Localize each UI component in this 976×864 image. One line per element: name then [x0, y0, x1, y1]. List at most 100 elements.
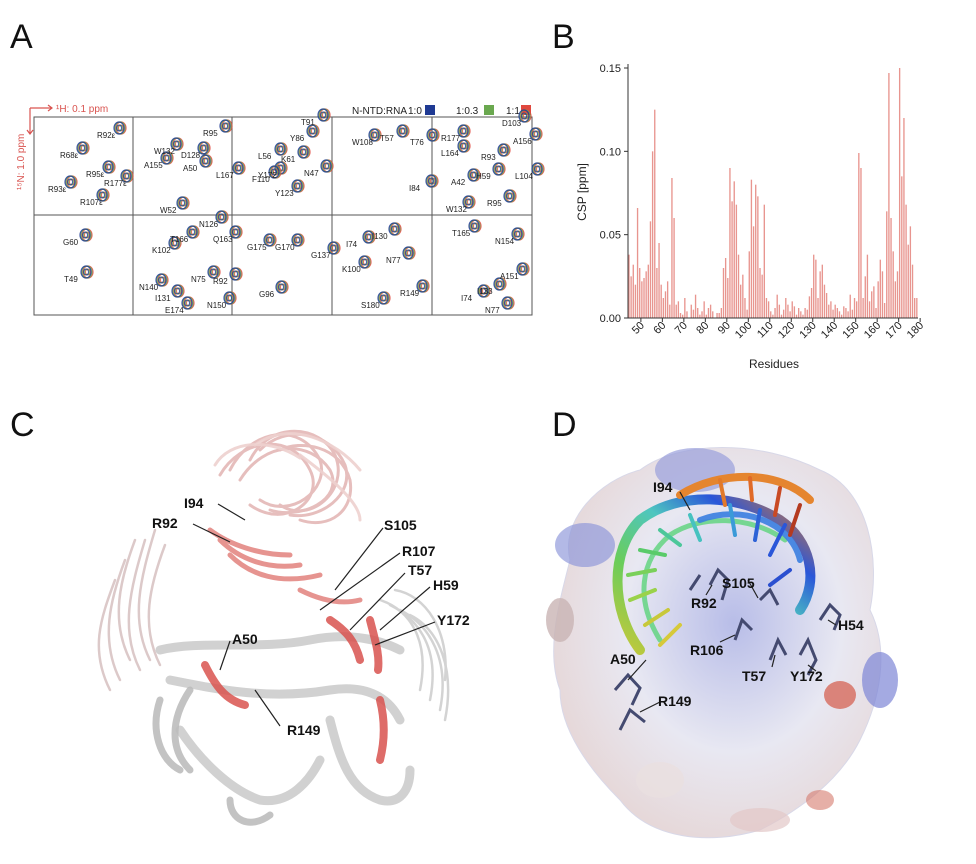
peak-label: D103: [502, 119, 522, 128]
peak-contour: [160, 151, 172, 165]
chart-bar: [806, 309, 808, 318]
ensemble-cartoon: [97, 429, 450, 826]
peak-contour: [327, 241, 339, 255]
peak-contour: [368, 128, 380, 142]
peak-contour: [80, 265, 92, 279]
residue-label-a50: A50: [232, 631, 258, 647]
chart-bar: [881, 271, 884, 318]
chart-bar: [896, 271, 899, 318]
chart-bar: [677, 301, 680, 318]
chart-bar: [682, 314, 684, 318]
peak-label: L164: [441, 149, 459, 158]
peak-contour: [275, 280, 287, 294]
y-tick-label: 0.15: [600, 63, 621, 75]
panel-label-d: D: [552, 406, 577, 444]
peaks-layer: [64, 108, 545, 310]
chart-bar: [892, 251, 894, 318]
chart-bar: [804, 308, 806, 318]
chart-bar: [720, 308, 723, 318]
chart-bar: [656, 268, 658, 318]
chart-bar: [735, 204, 738, 318]
chart-bar: [733, 181, 735, 318]
chart-bar: [836, 308, 839, 318]
chart-bar: [875, 308, 877, 318]
residue-label-r92: R92: [691, 595, 717, 611]
panel-label-a: A: [10, 18, 33, 56]
chart-bar: [828, 304, 830, 318]
peak-label: R93: [481, 153, 496, 162]
peak-contour: [176, 196, 188, 210]
residue-label-y172: Y172: [790, 668, 823, 684]
chart-bar: [849, 294, 851, 318]
peak-contour: [426, 128, 438, 142]
chart-bar: [776, 294, 778, 318]
peak-label: N126: [199, 220, 219, 229]
residue-label-t57: T57: [742, 668, 766, 684]
residue-label-s105: S105: [722, 575, 755, 591]
chart-bar: [649, 221, 652, 318]
peak-contour: [396, 124, 408, 138]
peak-contour: [170, 137, 182, 151]
chart-bar: [838, 311, 841, 318]
chart-bar: [901, 176, 903, 318]
peak-label: T49: [64, 275, 78, 284]
peak-contour: [402, 246, 414, 260]
residue-label-r92: R92: [152, 515, 178, 531]
peak-label: N140: [139, 283, 159, 292]
chart-bar: [853, 298, 856, 318]
peak-label: L104: [515, 172, 533, 181]
peak-contour: [320, 159, 332, 173]
chart-bar: [759, 268, 761, 318]
y-tick-label: 0.10: [600, 146, 621, 158]
peak-label: N75: [191, 275, 206, 284]
chart-bar: [684, 298, 686, 318]
chart-bar: [675, 304, 677, 318]
rna-bases: [626, 476, 802, 647]
spectra-grid: [33, 116, 533, 316]
chart-bar: [654, 109, 656, 319]
peak-label: G60: [63, 238, 79, 247]
panel-label-c: C: [10, 406, 35, 444]
peak-contour: [64, 175, 76, 189]
peak-label: R177: [441, 134, 461, 143]
peak-contour: [493, 277, 505, 291]
chart-bar: [746, 309, 748, 318]
chart-bar: [722, 268, 725, 318]
peak-label: I130: [372, 232, 388, 241]
peak-label: H59: [476, 172, 491, 181]
peak-label: N47: [304, 169, 319, 178]
peak-contour: [501, 296, 513, 310]
chart-bar: [740, 284, 742, 318]
peak-contour: [518, 109, 530, 123]
peak-label: Q163: [213, 235, 233, 244]
peak-label: R92ε: [97, 131, 116, 140]
chart-bar: [819, 271, 821, 318]
chart-bar: [860, 168, 862, 318]
peak-contour: [503, 189, 515, 203]
peak-contour: [229, 225, 241, 239]
legend-item-1-label: 1:0: [408, 106, 422, 117]
chart-bar: [645, 271, 647, 318]
chart-bar: [694, 294, 697, 318]
chart-bar: [707, 308, 710, 318]
chart-bar: [660, 284, 662, 318]
chart-bar: [903, 118, 905, 318]
peak-label: Y86: [290, 134, 305, 143]
chart-bar: [782, 309, 785, 318]
chart-bar: [716, 313, 718, 318]
chart-bar: [744, 298, 746, 318]
chart-bar: [800, 311, 802, 318]
chart-bar: [767, 301, 770, 318]
peak-contour: [516, 262, 528, 276]
peak-label: R177ε: [104, 179, 127, 188]
scale-arrows: [26, 104, 53, 135]
peak-label: T91: [301, 118, 315, 127]
peak-contour: [96, 188, 108, 202]
legend-title: N-NTD:RNA: [352, 106, 407, 117]
peak-contour: [223, 291, 235, 305]
chart-bar: [888, 73, 890, 318]
peak-contour: [492, 162, 504, 176]
